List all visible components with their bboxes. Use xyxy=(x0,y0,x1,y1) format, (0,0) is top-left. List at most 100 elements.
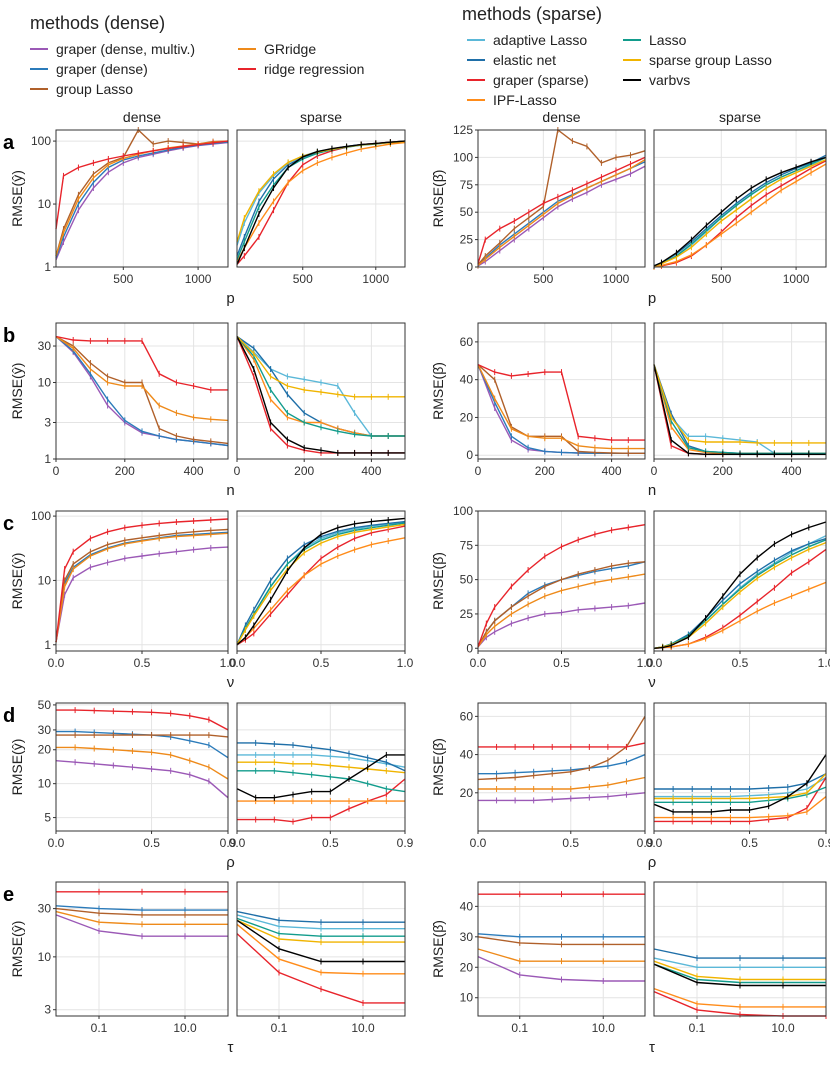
x-axis-title: n xyxy=(226,482,234,499)
x-tick-label: 500 xyxy=(533,272,553,286)
legend-label: graper (sparse) xyxy=(493,72,589,88)
legend-label: IPF-Lasso xyxy=(493,92,557,108)
panel-bg xyxy=(478,130,645,267)
y-tick-label: 20 xyxy=(460,786,474,800)
series-line-adaptive-lasso xyxy=(654,776,827,798)
x-tick-label: 0.0 xyxy=(229,836,246,850)
y-axis-title: RMSE(ŷ) xyxy=(9,363,25,420)
legend-sparse: methods (sparse) adaptive Lasso elastic ne… xyxy=(462,4,772,108)
legend-dense: methods (dense) graper (dense, multiv.) gr… xyxy=(30,13,364,97)
panel-border xyxy=(55,322,229,460)
y-axis-title: RMSE(ŷ) xyxy=(9,170,25,227)
x-axis-title: n xyxy=(648,482,656,499)
x-tick-label: 0 xyxy=(651,464,658,478)
series-line-adaptive-lasso xyxy=(237,754,406,768)
x-axis-title: τ xyxy=(228,1039,234,1056)
legend-label: elastic net xyxy=(493,52,556,68)
y-axis-title: RMSE(β̂) xyxy=(430,170,446,228)
y-tick-label: 1 xyxy=(44,452,51,466)
panel: 0 200 400 0 20 40 60 xyxy=(460,322,646,478)
y-tick-label: 30 xyxy=(460,930,474,944)
x-tick-label: 0 xyxy=(53,464,60,478)
x-axis-title: p xyxy=(226,290,234,307)
facet-label: dense xyxy=(123,109,161,125)
y-tick-label: 5 xyxy=(44,811,51,825)
series-line-lasso xyxy=(654,786,827,803)
series-line-elastic-net xyxy=(654,773,827,790)
x-tick-label: 0.9 xyxy=(397,836,414,850)
y-tick-label: 3 xyxy=(44,1003,51,1017)
y-tick-label: 1 xyxy=(44,638,51,652)
x-axis-title: ν xyxy=(227,674,235,691)
panel-border xyxy=(477,510,646,652)
series-line-lasso xyxy=(237,770,406,793)
x-axis-title: ρ xyxy=(648,854,657,871)
series-line-group-lasso xyxy=(56,734,229,738)
x-axis-title: τ xyxy=(649,1039,655,1056)
series-line-graper-dense-multiv- xyxy=(477,602,646,648)
x-tick-label: 1000 xyxy=(362,272,389,286)
legend-dense-title: methods (dense) xyxy=(30,13,165,33)
panel-border xyxy=(55,881,229,1017)
y-tick-label: 40 xyxy=(460,899,474,913)
row-label: d xyxy=(3,705,15,727)
x-tick-label: 0.0 xyxy=(48,656,65,670)
x-tick-label: 200 xyxy=(713,464,733,478)
series-line-graper-dense- xyxy=(55,531,229,643)
panel: dense 500 1000 1 10 100 xyxy=(31,109,229,286)
panel: 0.0 0.5 1.0 xyxy=(646,510,830,670)
panel-border xyxy=(477,129,646,268)
legend-label: graper (dense, multiv.) xyxy=(56,41,195,57)
x-tick-label: 10.0 xyxy=(592,1021,616,1035)
legend-label: varbvs xyxy=(649,72,690,88)
x-tick-label: 0.1 xyxy=(689,1021,706,1035)
facet-label: dense xyxy=(542,109,580,125)
y-tick-label: 10 xyxy=(38,950,52,964)
series-line-varbvs xyxy=(653,521,827,649)
y-tick-label: 25 xyxy=(460,233,474,247)
panel: 0.1 10.0 3 10 30 xyxy=(38,881,229,1035)
y-axis-title: RMSE(β̂) xyxy=(430,738,446,796)
y-tick-label: 30 xyxy=(38,339,52,353)
panel: dense 500 1000 0 25 50 75 100 125 xyxy=(453,109,646,286)
panel: sparse 500 1000 xyxy=(653,109,827,286)
series-line-varbvs xyxy=(236,517,406,646)
panel-border xyxy=(653,702,827,832)
panel-border xyxy=(653,322,827,460)
x-tick-label: 0.5 xyxy=(741,836,758,850)
legend-label: GRridge xyxy=(264,41,316,57)
series-line-graper-dense-multiv- xyxy=(55,546,229,643)
y-axis-title: RMSE(ŷ) xyxy=(9,921,25,978)
series-line-ipf-lasso xyxy=(654,796,827,819)
series-line-ridge-regression xyxy=(478,742,646,748)
y-tick-label: 10 xyxy=(38,777,52,791)
y-tick-label: 1 xyxy=(44,260,51,274)
x-tick-label: 0.0 xyxy=(470,836,487,850)
series-line-ridge-regression xyxy=(477,524,646,648)
series-line-ipf-lasso xyxy=(653,581,827,649)
x-tick-label: 0 xyxy=(475,464,482,478)
x-tick-label: 1000 xyxy=(185,272,212,286)
y-axis-title: RMSE(ŷ) xyxy=(9,553,25,610)
y-tick-label: 100 xyxy=(31,134,51,148)
x-tick-label: 1.0 xyxy=(397,656,414,670)
y-tick-label: 100 xyxy=(453,504,473,518)
x-tick-label: 0.5 xyxy=(313,656,330,670)
x-tick-label: 0.0 xyxy=(48,836,65,850)
y-tick-label: 10 xyxy=(38,376,52,390)
x-tick-label: 0.9 xyxy=(637,836,654,850)
x-tick-label: 0.1 xyxy=(91,1021,108,1035)
panel: 0.1 10.0 xyxy=(653,881,827,1035)
row-c: c RMSE(ŷ) RMSE(β̂) ν ν 0.0 0.5 1.0 1 10 100 0.0 0.5 1… xyxy=(3,504,830,691)
x-tick-label: 1000 xyxy=(603,272,630,286)
y-tick-label: 40 xyxy=(460,748,474,762)
series-line-lasso xyxy=(236,522,406,646)
series-line-ipf-lasso xyxy=(236,537,406,646)
x-axis-title: p xyxy=(648,290,656,307)
y-tick-label: 50 xyxy=(460,573,474,587)
panel: 0.0 0.5 1.0 1 10 100 xyxy=(31,509,237,670)
